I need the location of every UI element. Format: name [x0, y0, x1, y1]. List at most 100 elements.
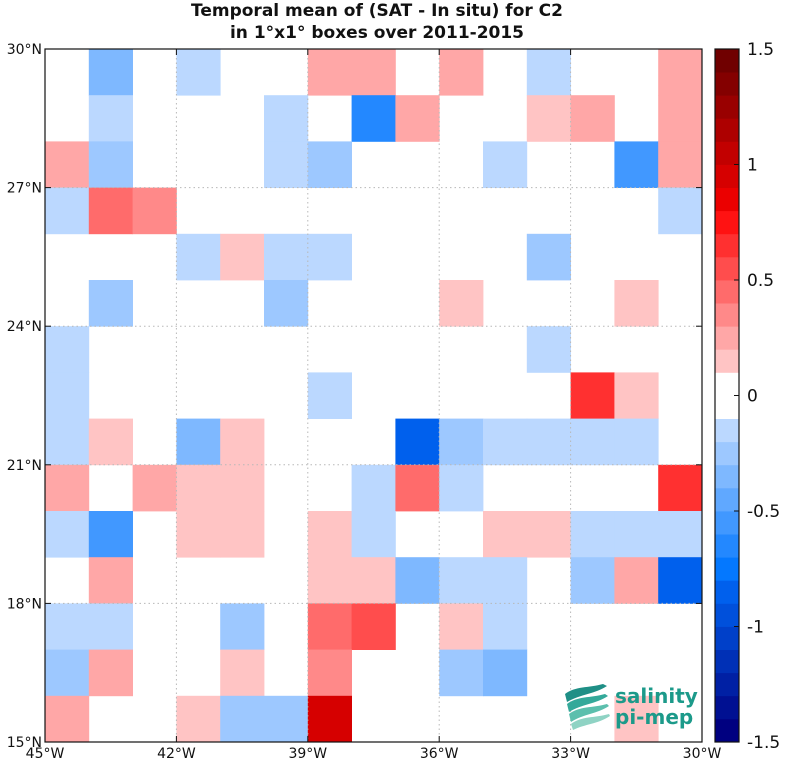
- heatmap-cell: [264, 695, 309, 743]
- colorbar-segment: [715, 49, 739, 73]
- heatmap-cell: [439, 603, 484, 650]
- colorbar-tick-label: 0: [747, 387, 758, 407]
- heatmap-cell: [220, 603, 265, 650]
- heatmap-cell: [526, 326, 571, 373]
- heatmap-cell: [395, 418, 440, 466]
- x-tick-label: 36°W: [420, 746, 459, 762]
- chart-title-line-1: Temporal mean of (SAT - In situ) for C2: [191, 1, 563, 21]
- heatmap-cell: [88, 511, 133, 558]
- colorbar-segment: [715, 534, 739, 558]
- colorbar-segment: [715, 141, 739, 165]
- y-tick-label: 30°N: [7, 42, 42, 58]
- heatmap-cell: [45, 603, 90, 650]
- heatmap-cell: [658, 511, 703, 558]
- heatmap-cell: [526, 418, 571, 466]
- heatmap-cell: [176, 49, 221, 96]
- heatmap-cell: [614, 418, 659, 466]
- colorbar-ticks: 1.5 1 0.5 0 -0.5 -1 -1.5: [734, 40, 780, 753]
- heatmap-cell: [220, 464, 265, 512]
- colorbar-segment: [715, 557, 739, 581]
- colorbar-segment: [715, 210, 739, 235]
- x-tick-label: 39°W: [288, 746, 327, 762]
- heatmap-cell: [439, 418, 484, 466]
- heatmap-cell: [220, 511, 265, 558]
- colorbar-segment: [715, 372, 739, 396]
- heatmap-cell: [526, 95, 571, 142]
- colorbar-segment: [715, 672, 739, 697]
- heatmap-cell: [307, 49, 352, 96]
- heatmap-cell: [439, 649, 484, 697]
- salinity-pi-mep-logo: salinity pi-mep: [565, 684, 698, 730]
- heatmap-cell: [220, 418, 265, 466]
- colorbar-segment: [715, 395, 739, 419]
- heatmap-cell: [176, 418, 221, 466]
- plot-frame: [44, 48, 703, 743]
- colorbar-segment: [715, 164, 739, 188]
- heatmap-cell: [658, 49, 703, 96]
- colorbar-segment: [715, 418, 739, 443]
- heatmap-cell: [307, 557, 352, 604]
- heatmap-cell: [88, 557, 133, 604]
- heatmap-cell: [351, 464, 396, 512]
- heatmap-cell: [88, 95, 133, 142]
- heatmap-cell: [351, 49, 396, 96]
- x-tick-label: 42°W: [157, 746, 196, 762]
- colorbar-segment: [715, 603, 739, 627]
- colorbar-segment: [715, 326, 739, 350]
- heatmap-cell: [614, 511, 659, 558]
- heatmap-cell: [220, 649, 265, 697]
- heatmap-cell: [88, 280, 133, 327]
- colorbar-tick-label: 1.5: [747, 40, 774, 60]
- heatmap-cell: [45, 649, 90, 697]
- colorbar-tick-label: 1: [747, 156, 758, 176]
- wave-logo-icon: [565, 684, 610, 730]
- heatmap-cell: [307, 649, 352, 697]
- heatmap-cell: [88, 49, 133, 96]
- heatmap-cell: [264, 95, 309, 142]
- heatmap-cell: [483, 418, 528, 466]
- y-tick-label: 18°N: [7, 596, 42, 612]
- heatmap-cell: [483, 511, 528, 558]
- heatmap-cell: [45, 695, 90, 743]
- x-tick-label: 33°W: [551, 746, 590, 762]
- heatmap-cell: [176, 695, 221, 743]
- x-tick-label: 45°W: [26, 746, 65, 762]
- heatmap-cell: [88, 141, 133, 188]
- heatmap-cell: [395, 464, 440, 512]
- logo-line-2: pi-mep: [615, 705, 693, 729]
- colorbar-tick-label: -1: [747, 618, 764, 638]
- heatmap-cell: [614, 557, 659, 604]
- axis-ticks: 45°W 42°W 39°W 36°W 33°W 30°W 15°N 18°N 21°N 24°N…: [7, 42, 722, 762]
- heatmap-cell: [570, 511, 615, 558]
- heatmap-cell: [88, 649, 133, 697]
- heatmap-cell: [307, 511, 352, 558]
- heatmap-cell: [614, 280, 659, 327]
- heatmap-cell: [45, 326, 90, 373]
- heatmap-cell: [614, 372, 659, 419]
- colorbar-segment: [715, 118, 739, 142]
- colorbar-segment: [715, 349, 739, 373]
- heatmap-cell: [658, 557, 703, 604]
- heatmap-cell: [483, 603, 528, 650]
- heatmap-cell: [45, 511, 90, 558]
- colorbar-segment: [715, 464, 739, 489]
- heatmap-cell: [264, 141, 309, 188]
- colorbar-segment: [715, 303, 739, 327]
- heatmap-cell: [658, 95, 703, 142]
- heatmap-cell: [45, 141, 90, 188]
- heatmap-cell: [45, 464, 90, 512]
- heatmap-cell: [570, 372, 615, 419]
- y-tick-label: 24°N: [7, 319, 42, 335]
- heatmap-cell: [307, 233, 352, 281]
- heatmap-cell: [88, 418, 133, 466]
- y-tick-label: 15°N: [7, 735, 42, 751]
- gridlines: [45, 49, 702, 742]
- y-tick-label: 21°N: [7, 458, 42, 474]
- heatmap-cell: [395, 95, 440, 142]
- heatmap-cell: [395, 557, 440, 604]
- heatmap-cell: [351, 511, 396, 558]
- heatmap-cell: [88, 187, 133, 235]
- heatmap-cell: [132, 187, 177, 235]
- heatmap-cell: [45, 372, 90, 419]
- colorbar-segment: [715, 580, 739, 604]
